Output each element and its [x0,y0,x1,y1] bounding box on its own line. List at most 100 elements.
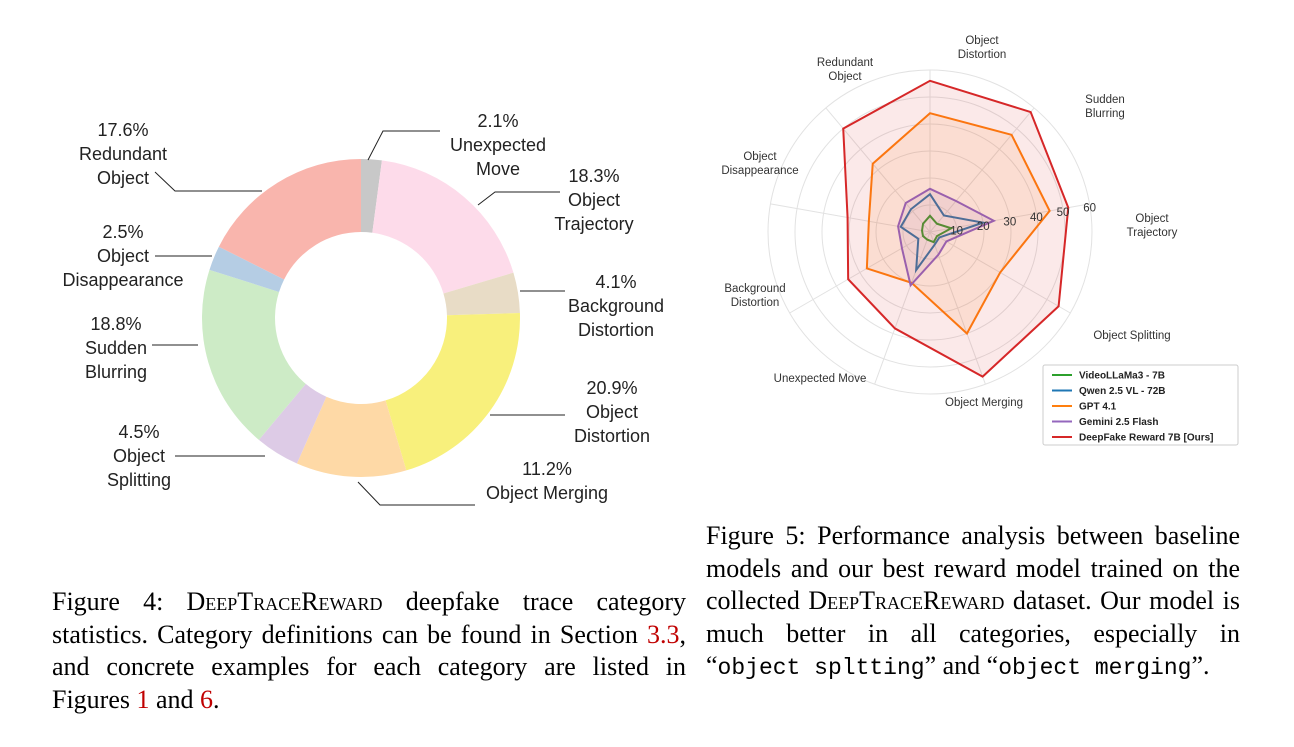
slice-label: 2.5% Object Disappearance [62,220,183,292]
axis-spoke [929,231,986,385]
caption-reference[interactable]: 1 [136,684,150,714]
axis-label: Background Distortion [724,283,786,309]
caption-code: object merging [998,655,1192,681]
axis-label-box: Redundant Object [817,56,873,84]
leader-line [477,191,560,206]
radar-series [899,192,988,274]
category-label: Object Distortion [573,402,651,446]
axis-label: Redundant Object [816,57,874,83]
axis-label-box: Background Distortion [724,282,785,310]
radial-tick-label: 30 [1003,216,1016,228]
value-label: 4.1% [595,272,637,292]
axis-label-box: Object Merging [945,396,1023,410]
legend-label: Qwen 2.5 VL - 72B [1079,386,1166,397]
caption-figure-5: Figure 5: Performance analysis between b… [706,520,1240,685]
legend-label: GPT 4.1 [1079,402,1117,413]
slice-label: 17.6% Redundant Object [79,118,167,190]
category-label: Object Splitting [106,446,172,490]
caption-text: dataset. Our model is much better in all… [706,586,1240,680]
pie-slice [258,383,327,464]
radar-series [865,112,1051,336]
category-label: Object Merging [485,483,609,503]
pie-slice [443,272,520,316]
axis-spoke [929,203,1090,233]
value-label: 2.5% [102,222,144,242]
legend-label: Gemini 2.5 Flash [1079,417,1158,428]
pie-slice [218,159,361,280]
axis-spoke [929,107,1035,233]
axis-label-box: Object Trajectory [1127,212,1178,240]
value-label: 17.6% [97,120,149,140]
axis-label: Object Disappearance [721,151,799,177]
axis-label-box: Object Splitting [1093,329,1170,343]
category-label: Sudden Blurring [84,338,148,382]
legend-label: DeepFake Reward 7B [Ours] [1079,433,1214,444]
leader-line [367,130,440,161]
radar-series [897,187,997,288]
caption-text: Figure 5: Performance analysis between b… [706,521,1240,615]
radial-tick-label: 10 [950,225,963,237]
value-label: 11.2% [522,459,572,479]
axis-label-box: Sudden Blurring [1085,93,1125,121]
leader-line [154,171,262,192]
axis-label: Object Distortion [957,35,1007,61]
slice-label: 11.2% Object Merging [486,457,608,505]
category-label: Background Distortion [567,296,665,340]
value-label: 2.1% [477,111,519,131]
axis-spoke [874,231,931,385]
axis-spoke [789,231,931,314]
axis-label: Unexpected Move [773,373,867,385]
caption-text: , and concrete examples for each categor… [52,619,686,714]
value-label: 4.5% [118,422,160,442]
category-label: Redundant Object [78,144,168,188]
slice-label: 4.1% Background Distortion [568,270,664,342]
axis-label-box: Object Disappearance [721,150,798,178]
radar-series [842,79,1070,378]
axis-spoke [770,203,931,233]
caption-code: object spltting [717,655,925,681]
radial-tick-label: 40 [1030,212,1043,224]
category-label: Unexpected Move [449,135,547,179]
slice-label: 20.9% Object Distortion [574,376,650,448]
caption-dataset-name: DeepTraceReward [808,586,1005,615]
category-label: Object Trajectory [554,190,634,234]
axis-label-box: Unexpected Move [774,372,867,386]
radial-tick-label: 20 [977,221,990,233]
category-label: Object Disappearance [62,246,184,290]
value-label: 20.9% [586,378,638,398]
pie-slice [385,313,521,471]
axis-label: Object Trajectory [1126,213,1178,239]
value-label: 18.3% [568,166,620,186]
pie-slice [372,160,514,294]
caption-reference[interactable]: 3.3 [647,619,680,649]
radar-series [921,214,954,244]
caption-text: ” and “ [924,651,999,680]
caption-text: Figure 4: [52,587,187,616]
radial-tick-label: 60 [1083,203,1096,215]
caption-figure-4: Figure 4: DeepTraceReward deepfake trace… [52,586,686,716]
caption-text: and [149,684,201,714]
pie-slice [296,396,407,477]
value-label: 18.8% [90,314,142,334]
radial-tick-label: 50 [1057,207,1070,219]
pie-slice [201,269,306,440]
caption-text: deepfake trace category statistics. Cate… [52,587,686,649]
caption-reference[interactable]: 6 [200,684,214,714]
axis-label: Object Merging [945,397,1023,409]
slice-label: 4.5% Object Splitting [107,420,171,492]
caption-text: . [213,684,220,714]
caption-dataset-name: DeepTraceReward [186,587,383,616]
slice-label: 2.1% Unexpected Move [450,109,546,181]
legend-box [1042,364,1239,446]
slice-label: 18.8% Sudden Blurring [85,312,147,384]
axis-label-box: Object Distortion [958,34,1007,62]
slice-label: 18.3% Object Trajectory [554,164,633,236]
leader-line [357,481,475,506]
pie-slice [209,246,285,292]
pie-slice [361,159,382,233]
axis-label: Object Splitting [1093,330,1171,342]
caption-text: ”. [1191,651,1210,680]
legend-label: VideoLLaMa3 - 7B [1079,371,1165,382]
